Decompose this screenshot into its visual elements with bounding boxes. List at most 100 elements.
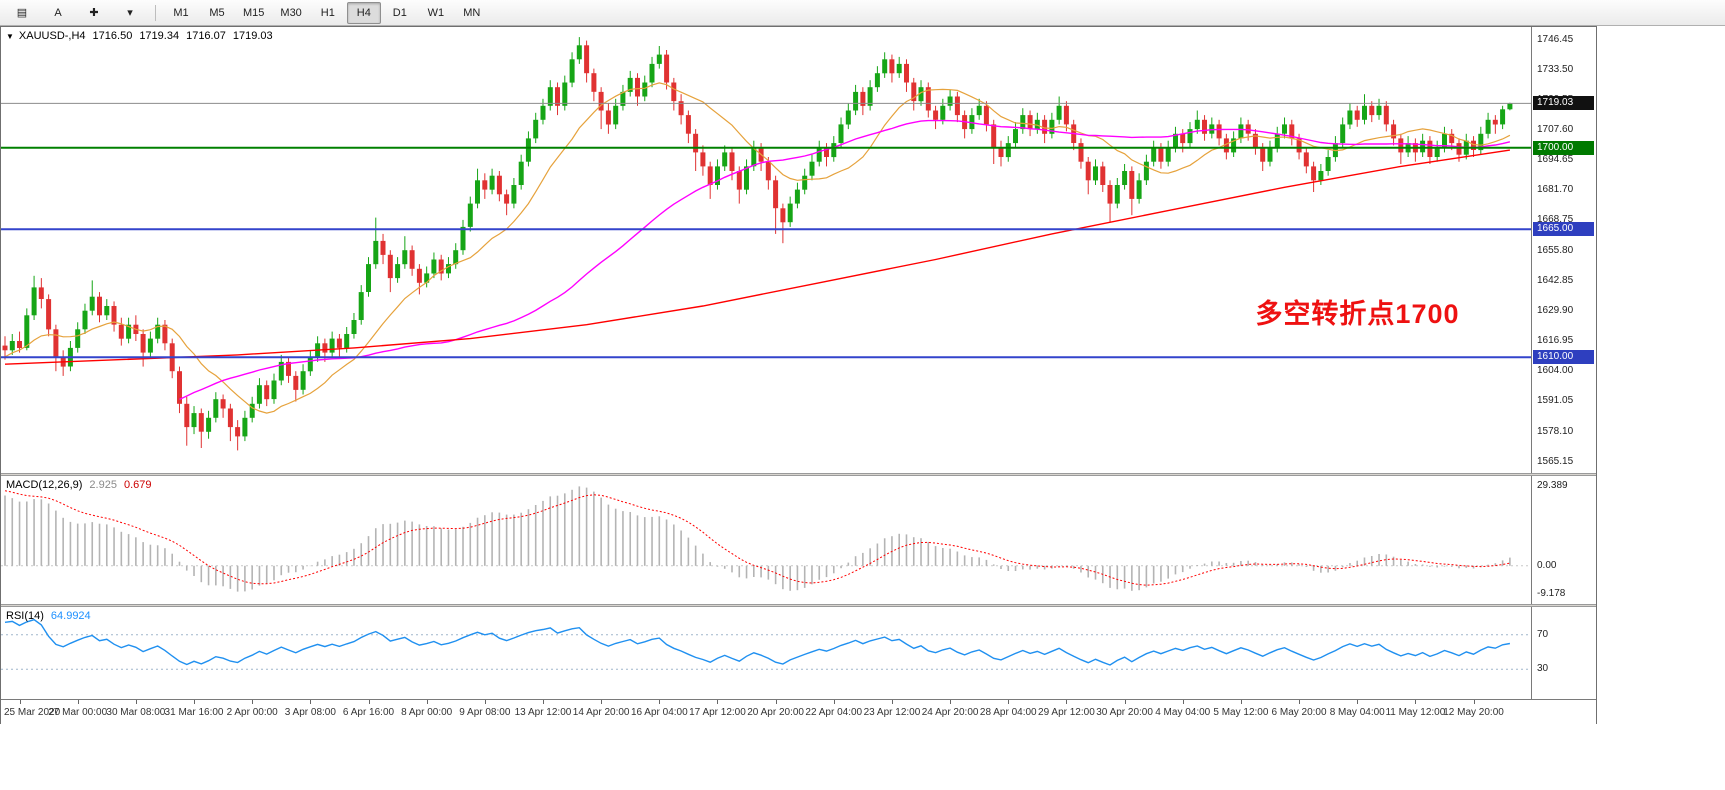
macd-canvas[interactable] — [1, 476, 1531, 604]
dropdown-caret-icon[interactable]: ▾ — [127, 7, 133, 19]
time-label: 14 Apr 20:00 — [572, 707, 630, 718]
ma-mid-line[interactable] — [179, 119, 1511, 401]
panel-separator-macd[interactable] — [1, 473, 1596, 476]
ohlc-open: 1716.50 — [92, 30, 133, 42]
timeframe-button-M30[interactable]: M30 — [280, 6, 302, 19]
symbol-period-label: XAUUSD-,H4 — [18, 30, 86, 42]
macd-tick: 29.389 — [1537, 480, 1568, 491]
chart-ohlc-header: ▼ XAUUSD-,H4 1716.50 1719.34 1716.07 171… — [6, 30, 273, 42]
time-tick — [1240, 700, 1242, 704]
time-tick — [1473, 700, 1475, 704]
ohlc-low: 1716.07 — [186, 30, 226, 42]
time-axis[interactable]: 25 Mar 2020 27 Mar 00:00 30 Mar 08:00 31 Ma… — [1, 699, 1596, 724]
time-tick — [659, 700, 661, 704]
time-label: 16 Apr 04:00 — [630, 707, 688, 718]
macd-histogram[interactable] — [4, 486, 1511, 592]
macd-panel[interactable]: 29.389 0.00 -9.178 MACD(12,26,9) 2.925 0.6… — [1, 476, 1596, 604]
price-tick: 1642.85 — [1537, 274, 1574, 286]
timeframe-button-M5[interactable]: M5 — [209, 6, 225, 19]
time-tick — [19, 700, 21, 704]
time-tick — [1415, 700, 1417, 704]
time-label: 30 Apr 20:00 — [1096, 707, 1153, 718]
rsi-axis[interactable]: 70 30 — [1531, 607, 1596, 699]
time-label: 22 Apr 04:00 — [805, 707, 863, 718]
time-label: 28 Apr 04:00 — [979, 707, 1037, 718]
rsi-line[interactable] — [4, 618, 1511, 666]
price-tag-1665.00: 1665.00 — [1533, 222, 1594, 237]
time-label: 8 Apr 00:00 — [401, 707, 453, 718]
ma-fast-line[interactable] — [4, 82, 1511, 414]
macd-tick: 0.00 — [1537, 559, 1557, 571]
macd-header: MACD(12,26,9) 2.925 0.679 — [6, 479, 151, 491]
time-tick — [1357, 700, 1359, 704]
time-label: 13 Apr 12:00 — [514, 707, 572, 718]
rsi-header: RSI(14) 64.9924 — [6, 610, 91, 622]
time-tick — [601, 700, 603, 704]
charts-grid-icon[interactable]: ▤ — [16, 7, 28, 19]
time-label: 31 Mar 16:00 — [164, 707, 224, 718]
time-tick — [1008, 700, 1010, 704]
timeframe-button-MN[interactable]: MN — [463, 6, 481, 19]
price-chart-panel[interactable]: 1746.451733.501720.551707.601694.651681.… — [1, 27, 1596, 473]
time-tick — [368, 700, 370, 704]
timeframe-button-M1[interactable]: M1 — [173, 6, 189, 19]
timeframe-button-H4[interactable]: H4 — [346, 1, 381, 24]
time-tick — [833, 700, 835, 704]
time-label: 9 Apr 08:00 — [459, 707, 511, 718]
time-tick — [950, 700, 952, 704]
rsi-label: RSI(14) — [6, 610, 44, 622]
time-tick — [310, 700, 312, 704]
time-tick — [891, 700, 893, 704]
crosshair-icon[interactable]: ✚ — [89, 7, 99, 19]
panel-separator-rsi[interactable] — [1, 604, 1596, 607]
time-label: 29 Apr 12:00 — [1038, 707, 1095, 718]
one-click-trading-caret[interactable]: ▼ — [6, 31, 14, 41]
price-tick: 1578.10 — [1537, 425, 1574, 437]
price-tick: 1668.75 — [1537, 214, 1574, 226]
rsi-panel[interactable]: 70 30 RSI(14) 64.9924 — [1, 607, 1596, 699]
time-tick — [1066, 700, 1068, 704]
macd-signal-value: 0.679 — [123, 479, 152, 491]
price-chart-canvas[interactable] — [1, 27, 1531, 473]
time-tick — [484, 700, 486, 704]
time-tick — [135, 700, 137, 704]
time-tick — [426, 700, 428, 704]
price-tick: 1746.45 — [1537, 33, 1574, 45]
chart-window: 1746.451733.501720.551707.601694.651681.… — [0, 26, 1597, 724]
macd-main-value: 2.925 — [89, 479, 117, 491]
price-tick: 1733.50 — [1537, 63, 1574, 75]
rsi-tick: 30 — [1537, 663, 1549, 675]
time-label: 6 May 20:00 — [1271, 707, 1327, 718]
macd-tick: -9.178 — [1537, 588, 1566, 599]
price-tag-1610.00: 1610.00 — [1533, 350, 1594, 365]
time-label: 25 Mar 2020 — [4, 707, 61, 718]
macd-signal-line[interactable] — [4, 490, 1510, 586]
timeframe-button-M15[interactable]: M15 — [243, 6, 265, 19]
macd-axis[interactable]: 29.389 0.00 -9.178 — [1531, 476, 1596, 604]
timeframe-button-H1[interactable]: H1 — [320, 6, 335, 19]
time-label: 30 Mar 08:00 — [106, 707, 166, 718]
chart-text-annotation[interactable]: 多空转折点1700 — [1255, 299, 1460, 330]
price-axis[interactable]: 1746.451733.501720.551707.601694.651681.… — [1531, 27, 1596, 473]
time-tick — [194, 700, 196, 704]
time-label: 27 Mar 00:00 — [48, 707, 108, 718]
ma-slow-line[interactable] — [4, 149, 1511, 365]
time-tick — [252, 700, 254, 704]
time-label: 4 May 04:00 — [1155, 707, 1211, 718]
annotation-letter-icon[interactable]: A — [54, 6, 62, 19]
timeframe-button-W1[interactable]: W1 — [427, 6, 445, 19]
rsi-canvas[interactable] — [1, 607, 1531, 699]
candles-layer — [2, 37, 1513, 451]
price-tick: 1616.95 — [1537, 335, 1574, 347]
rsi-value: 64.9924 — [50, 610, 91, 622]
time-label: 8 May 04:00 — [1329, 707, 1385, 718]
price-tick: 1629.90 — [1537, 304, 1574, 316]
price-tick: 1565.15 — [1537, 455, 1574, 467]
time-label: 11 May 12:00 — [1385, 707, 1446, 718]
timeframe-button-D1[interactable]: D1 — [392, 6, 407, 19]
time-tick — [1299, 700, 1301, 704]
price-tick: 1681.70 — [1537, 184, 1574, 196]
time-tick — [1182, 700, 1184, 704]
price-tick: 1604.00 — [1537, 365, 1574, 377]
toolbar-separator — [155, 4, 156, 21]
